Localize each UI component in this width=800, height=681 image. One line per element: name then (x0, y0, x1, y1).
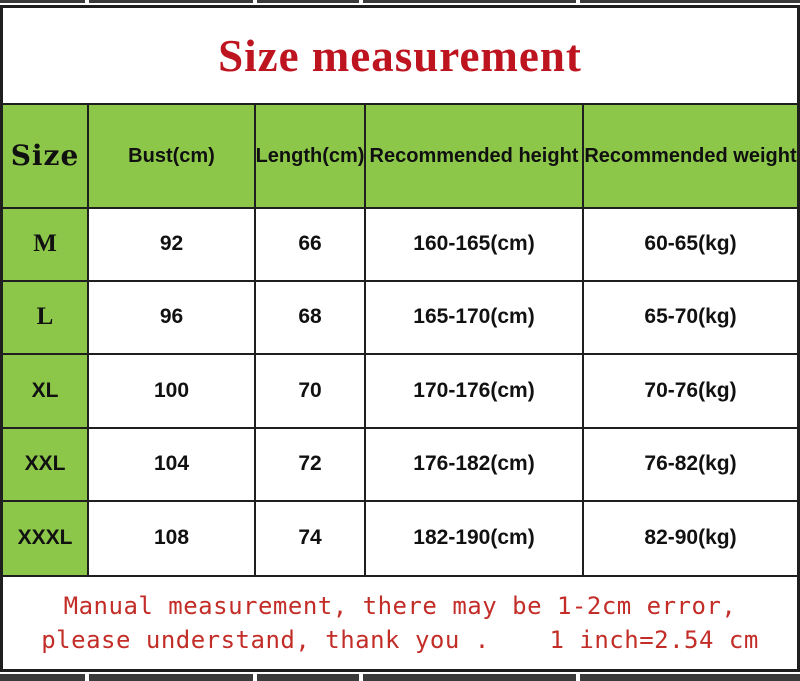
bust-cell: 100 (89, 355, 256, 429)
strip-segment (89, 0, 253, 3)
column-header-bust: Bust(cm) (89, 105, 256, 209)
weight-cell: 65-70(kg) (584, 282, 797, 355)
size-cell: XXXL (3, 502, 89, 577)
length-cell: 72 (256, 429, 366, 502)
size-cell: M (3, 209, 89, 282)
size-chart-sheet: Size measurement Size Bust(cm) Length(cm… (0, 5, 800, 672)
size-table: Size Bust(cm) Length(cm) Recommended hei… (3, 103, 797, 577)
strip-segment (0, 0, 85, 3)
size-cell: L (3, 282, 89, 355)
height-cell: 176-182(cm) (366, 429, 584, 502)
strip-gap (359, 674, 363, 681)
strip-segment (257, 0, 359, 3)
strip-segment (580, 0, 800, 3)
strip-segment (257, 674, 359, 681)
strip-gap (576, 0, 580, 3)
strip-gap (85, 0, 89, 3)
footer-note-line2: please understand, thank you . 1 inch=2.… (41, 626, 759, 654)
bust-cell: 104 (89, 429, 256, 502)
footer-note: Manual measurement, there may be 1-2cm e… (3, 577, 797, 669)
bust-cell: 108 (89, 502, 256, 577)
strip-gap (253, 0, 257, 3)
size-cell: XL (3, 355, 89, 429)
height-cell: 160-165(cm) (366, 209, 584, 282)
height-cell: 165-170(cm) (366, 282, 584, 355)
bust-cell: 96 (89, 282, 256, 355)
cutoff-row-bottom (0, 674, 800, 681)
height-cell: 170-176(cm) (366, 355, 584, 429)
strip-gap (85, 674, 89, 681)
weight-cell: 82-90(kg) (584, 502, 797, 577)
column-header-height: Recommended height (366, 105, 584, 209)
length-cell: 70 (256, 355, 366, 429)
strip-segment (363, 0, 576, 3)
strip-gap (576, 674, 580, 681)
length-cell: 74 (256, 502, 366, 577)
length-cell: 66 (256, 209, 366, 282)
height-cell: 182-190(cm) (366, 502, 584, 577)
strip-gap (253, 674, 257, 681)
size-cell: XXL (3, 429, 89, 502)
weight-cell: 70-76(kg) (584, 355, 797, 429)
strip-segment (89, 674, 253, 681)
strip-segment (580, 674, 800, 681)
page-title: Size measurement (218, 30, 582, 81)
cutoff-row-top (0, 0, 800, 3)
footer-note-line1: Manual measurement, there may be 1-2cm e… (63, 592, 737, 620)
column-header-size: Size (3, 105, 89, 209)
weight-cell: 60-65(kg) (584, 209, 797, 282)
column-header-weight: Recommended weight (584, 105, 797, 209)
strip-segment (0, 674, 85, 681)
title-band: Size measurement (3, 8, 797, 103)
length-cell: 68 (256, 282, 366, 355)
bust-cell: 92 (89, 209, 256, 282)
weight-cell: 76-82(kg) (584, 429, 797, 502)
column-header-length: Length(cm) (256, 105, 366, 209)
strip-gap (359, 0, 363, 3)
strip-segment (363, 674, 576, 681)
